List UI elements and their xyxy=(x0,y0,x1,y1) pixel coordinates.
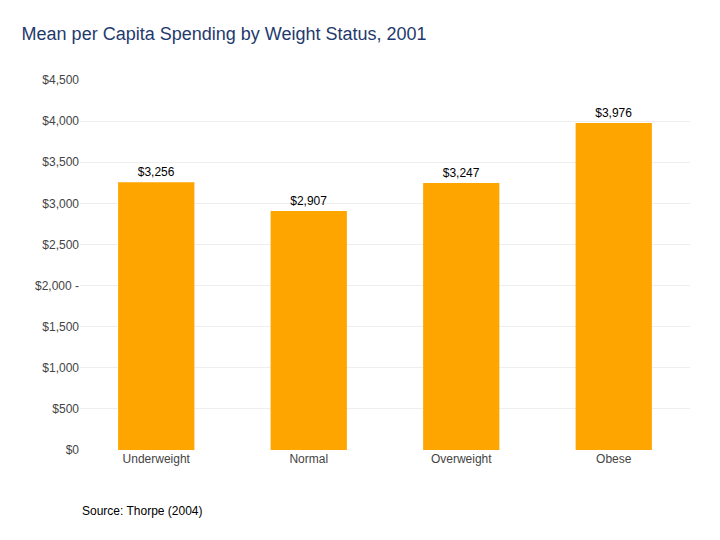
svg-text:$2,500: $2,500 xyxy=(42,238,79,252)
svg-text:$4,000: $4,000 xyxy=(42,114,79,128)
svg-text:$1,000: $1,000 xyxy=(42,361,79,375)
svg-text:$3,247: $3,247 xyxy=(443,166,480,180)
svg-text:$3,000: $3,000 xyxy=(42,197,79,211)
svg-text:$0: $0 xyxy=(66,443,80,457)
svg-text:Obese: Obese xyxy=(596,452,632,466)
svg-text:Overweight: Overweight xyxy=(431,452,492,466)
svg-text:$4,500: $4,500 xyxy=(42,73,79,87)
svg-text:$1,500: $1,500 xyxy=(42,320,79,334)
svg-text:Underweight: Underweight xyxy=(123,452,191,466)
svg-text:$3,256: $3,256 xyxy=(138,165,175,179)
svg-text:Mean per Capita Spending by We: Mean per Capita Spending by Weight Statu… xyxy=(22,24,427,44)
svg-text:$500: $500 xyxy=(52,402,79,416)
svg-text:Source: Thorpe (2004): Source: Thorpe (2004) xyxy=(82,504,203,518)
svg-text:$2,000 -: $2,000 - xyxy=(35,279,79,293)
svg-text:Normal: Normal xyxy=(289,452,328,466)
svg-text:$3,976: $3,976 xyxy=(595,106,632,120)
svg-text:$2,907: $2,907 xyxy=(290,194,327,208)
svg-text:$3,500: $3,500 xyxy=(42,155,79,169)
